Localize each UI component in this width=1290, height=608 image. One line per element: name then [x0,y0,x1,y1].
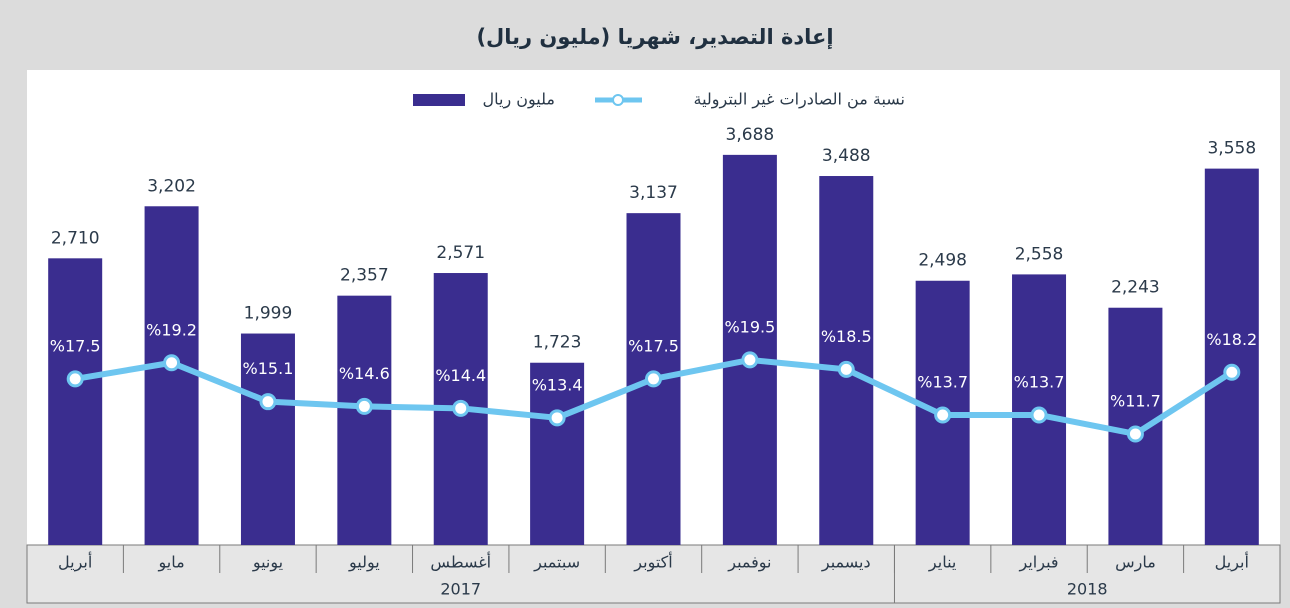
bar [48,258,103,545]
line-marker [163,354,181,372]
x-tick-label: ديسمبر [821,553,871,573]
x-tick-label: يونيو [252,553,283,573]
line-marker [1126,425,1144,443]
line-value-label: %13.7 [1014,372,1065,391]
line-value-label: %19.2 [146,320,197,339]
x-tick-label: مارس [1115,553,1156,573]
bar [144,206,199,545]
x-tick-label: يناير [928,553,956,573]
x-tick-label: مايو [157,553,184,573]
line-value-label: %14.6 [339,364,390,383]
bar-value-label: 2,243 [1111,278,1160,298]
line-value-label: %13.4 [532,375,583,394]
line-value-label: %14.4 [435,366,486,385]
line-value-label: %19.5 [724,317,775,336]
line-marker [1030,406,1048,424]
bar [1204,168,1259,546]
x-tick-label: نوفمبر [727,553,771,573]
legend-marker [612,94,624,106]
x-tick-label: أبريل [58,552,92,573]
bar-value-label: 3,558 [1207,139,1256,159]
group-label: 2017 [440,580,481,599]
legend-label: نسبة من الصادرات غير البترولية [694,90,906,110]
bar-value-label: 3,488 [822,146,871,166]
bar-value-label: 3,137 [629,183,678,203]
bar-value-label: 2,710 [51,228,100,248]
bar [722,154,777,546]
line-marker [259,393,277,411]
bar-value-label: 1,723 [533,333,582,353]
line-marker [934,406,952,424]
bar [240,333,295,545]
group-label: 2018 [1067,580,1108,599]
line-marker [837,360,855,378]
bar [819,176,874,545]
x-tick-label: فبراير [1019,553,1059,573]
line-value-label: %17.5 [628,336,679,355]
axis-area [26,544,1281,604]
bar-value-label: 2,357 [340,266,389,286]
line-marker [452,399,470,417]
x-tick-label: أكتوبر [633,552,672,573]
line-value-label: %11.7 [1110,391,1161,410]
x-tick-label: أغسطس [430,552,491,573]
line-marker [741,351,759,369]
x-tick-label: يوليو [348,553,380,573]
line-value-label: %18.2 [1206,330,1257,349]
bar-value-label: 3,688 [726,125,775,145]
legend-label: مليون ريال [483,90,555,110]
line-marker [645,370,662,388]
x-tick-label: أبريل [1215,552,1249,573]
legend-swatch [413,94,465,106]
bar-value-label: 3,202 [147,176,196,196]
line-value-label: %18.5 [821,327,872,346]
line-value-label: %15.1 [243,359,294,378]
chart-title: إعادة التصدير، شهريا (مليون ريال) [476,25,833,49]
line-marker [355,397,373,415]
bar-value-label: 1,999 [244,304,293,324]
bar [530,362,585,545]
line-value-label: %17.5 [50,336,101,355]
line-marker [548,409,566,427]
bar-value-label: 2,571 [436,243,485,263]
line-marker [1223,363,1241,381]
line-marker [66,370,84,388]
line-value-label: %13.7 [917,372,968,391]
bar-value-label: 2,498 [918,251,967,271]
bar [337,295,392,545]
bar-value-label: 2,558 [1015,244,1064,264]
x-tick-label: سبتمبر [533,553,580,573]
